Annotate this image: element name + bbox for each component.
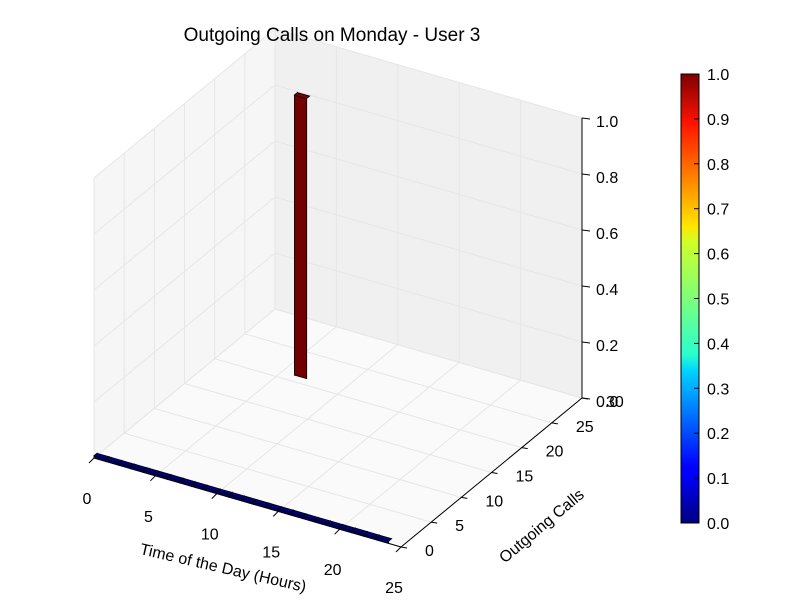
- grid-line-z: [274, 196, 583, 287]
- x-tick-mark: [211, 493, 218, 499]
- x-tick-label: 0: [83, 491, 92, 508]
- tick-labels: 0 5 10 15 20 25 0 5 10 15 20 25 300.0 0.2 0.4 0.6 0.8 1.0: [83, 114, 624, 597]
- z-tick-mark: [581, 397, 591, 400]
- grid-line-z: [274, 252, 583, 343]
- y-tick-mark: [400, 546, 408, 549]
- z-tick-mark: [581, 229, 591, 232]
- y-tick-mark: [461, 496, 468, 499]
- y-tick-label: 10: [485, 493, 503, 510]
- grid-lines: [93, 28, 583, 548]
- x-tick-label: 20: [324, 562, 342, 579]
- grid-line-z: [93, 28, 276, 179]
- bar-face-top: [375, 534, 393, 542]
- colorbar-tick-label: 0.1: [707, 471, 729, 488]
- colorbar-tick-label: 0.3: [707, 381, 729, 398]
- back-pane: [275, 29, 582, 398]
- grid-line-y: [184, 383, 492, 473]
- bar: [375, 534, 393, 544]
- grid-line-z: [274, 140, 583, 231]
- grid-line-z: [274, 308, 583, 399]
- y-axis-label: Outgoing Calls: [496, 486, 587, 566]
- colorbar-tick-label: 0.7: [707, 202, 729, 219]
- chart-title: Outgoing Calls on Monday - User 3: [184, 25, 481, 46]
- y-tick-label: 0: [425, 543, 434, 560]
- grid-line-z: [93, 140, 276, 291]
- grid-line-y: [214, 358, 522, 449]
- colorbar-tick-label: 0.6: [707, 247, 729, 264]
- z-tick-mark: [581, 341, 591, 344]
- z-tick-mark: [581, 117, 591, 120]
- y-tick-mark: [431, 521, 438, 524]
- colorbar-tick-label: 0.8: [707, 157, 729, 174]
- x-tick-mark: [272, 511, 279, 517]
- x-tick-mark: [334, 528, 340, 535]
- y-tick-mark: [521, 447, 528, 450]
- y-tick-label: 5: [455, 518, 464, 535]
- y-tick-label: 30: [606, 394, 624, 411]
- x-axis-label: Time of the Day (Hours): [138, 541, 308, 596]
- colorbar: 0.0 0.1 0.2 0.3 0.4 0.5 0.6 0.7 0.8 0.9 1.0: [680, 67, 729, 533]
- axes-panes: [94, 29, 582, 547]
- x-tick-label: 15: [262, 544, 280, 561]
- grid-line-z: [93, 308, 276, 459]
- grid-line-z: [93, 196, 276, 347]
- bar: [289, 509, 307, 520]
- grid-line-y: [124, 432, 432, 523]
- z-tick-mark: [581, 173, 591, 176]
- colorbar-tick-label: 0.0: [707, 516, 729, 533]
- z-tick-label: 0.8: [596, 170, 618, 187]
- bar: [252, 498, 270, 509]
- grid-line-z: [93, 84, 276, 235]
- bar: [314, 516, 332, 527]
- grid-line-z: [93, 252, 276, 403]
- grid-line-z: [274, 84, 583, 175]
- grid-line-z: [274, 28, 583, 119]
- x-tick-label: 10: [201, 527, 219, 544]
- x-tick-label: 25: [385, 580, 403, 597]
- z-tick-label: 0.0: [596, 394, 618, 411]
- x-tick-label: 5: [144, 509, 153, 526]
- bar: [129, 463, 147, 473]
- colorbar-tick-label: 0.4: [707, 336, 729, 353]
- colorbar-tick-label: 0.2: [707, 426, 729, 443]
- z-tick-label: 0.2: [596, 338, 618, 355]
- x-tick-mark: [88, 457, 95, 464]
- bar-face-front: [293, 94, 308, 380]
- y-tick-mark: [551, 422, 558, 425]
- x-tick-mark: [395, 546, 402, 553]
- bar: [293, 91, 311, 380]
- y-tick-label: 15: [516, 469, 534, 486]
- bar-face-top: [293, 92, 311, 100]
- grid-line-y: [154, 407, 462, 498]
- y-tick-label: 25: [576, 419, 594, 436]
- colorbar-tick-label: 0.9: [707, 112, 729, 129]
- colorbar-tick-label: 1.0: [707, 67, 729, 84]
- y-tick-mark: [491, 472, 498, 474]
- bar: [228, 491, 246, 502]
- z-tick-label: 0.4: [596, 282, 618, 299]
- bars-group: [93, 91, 393, 544]
- x-tick-mark: [150, 475, 156, 482]
- z-tick-label: 0.6: [596, 226, 618, 243]
- z-tick-mark: [581, 285, 591, 288]
- y-tick-label: 20: [546, 444, 564, 461]
- colorbar-tick-label: 0.5: [707, 292, 729, 309]
- z-tick-label: 1.0: [596, 114, 618, 131]
